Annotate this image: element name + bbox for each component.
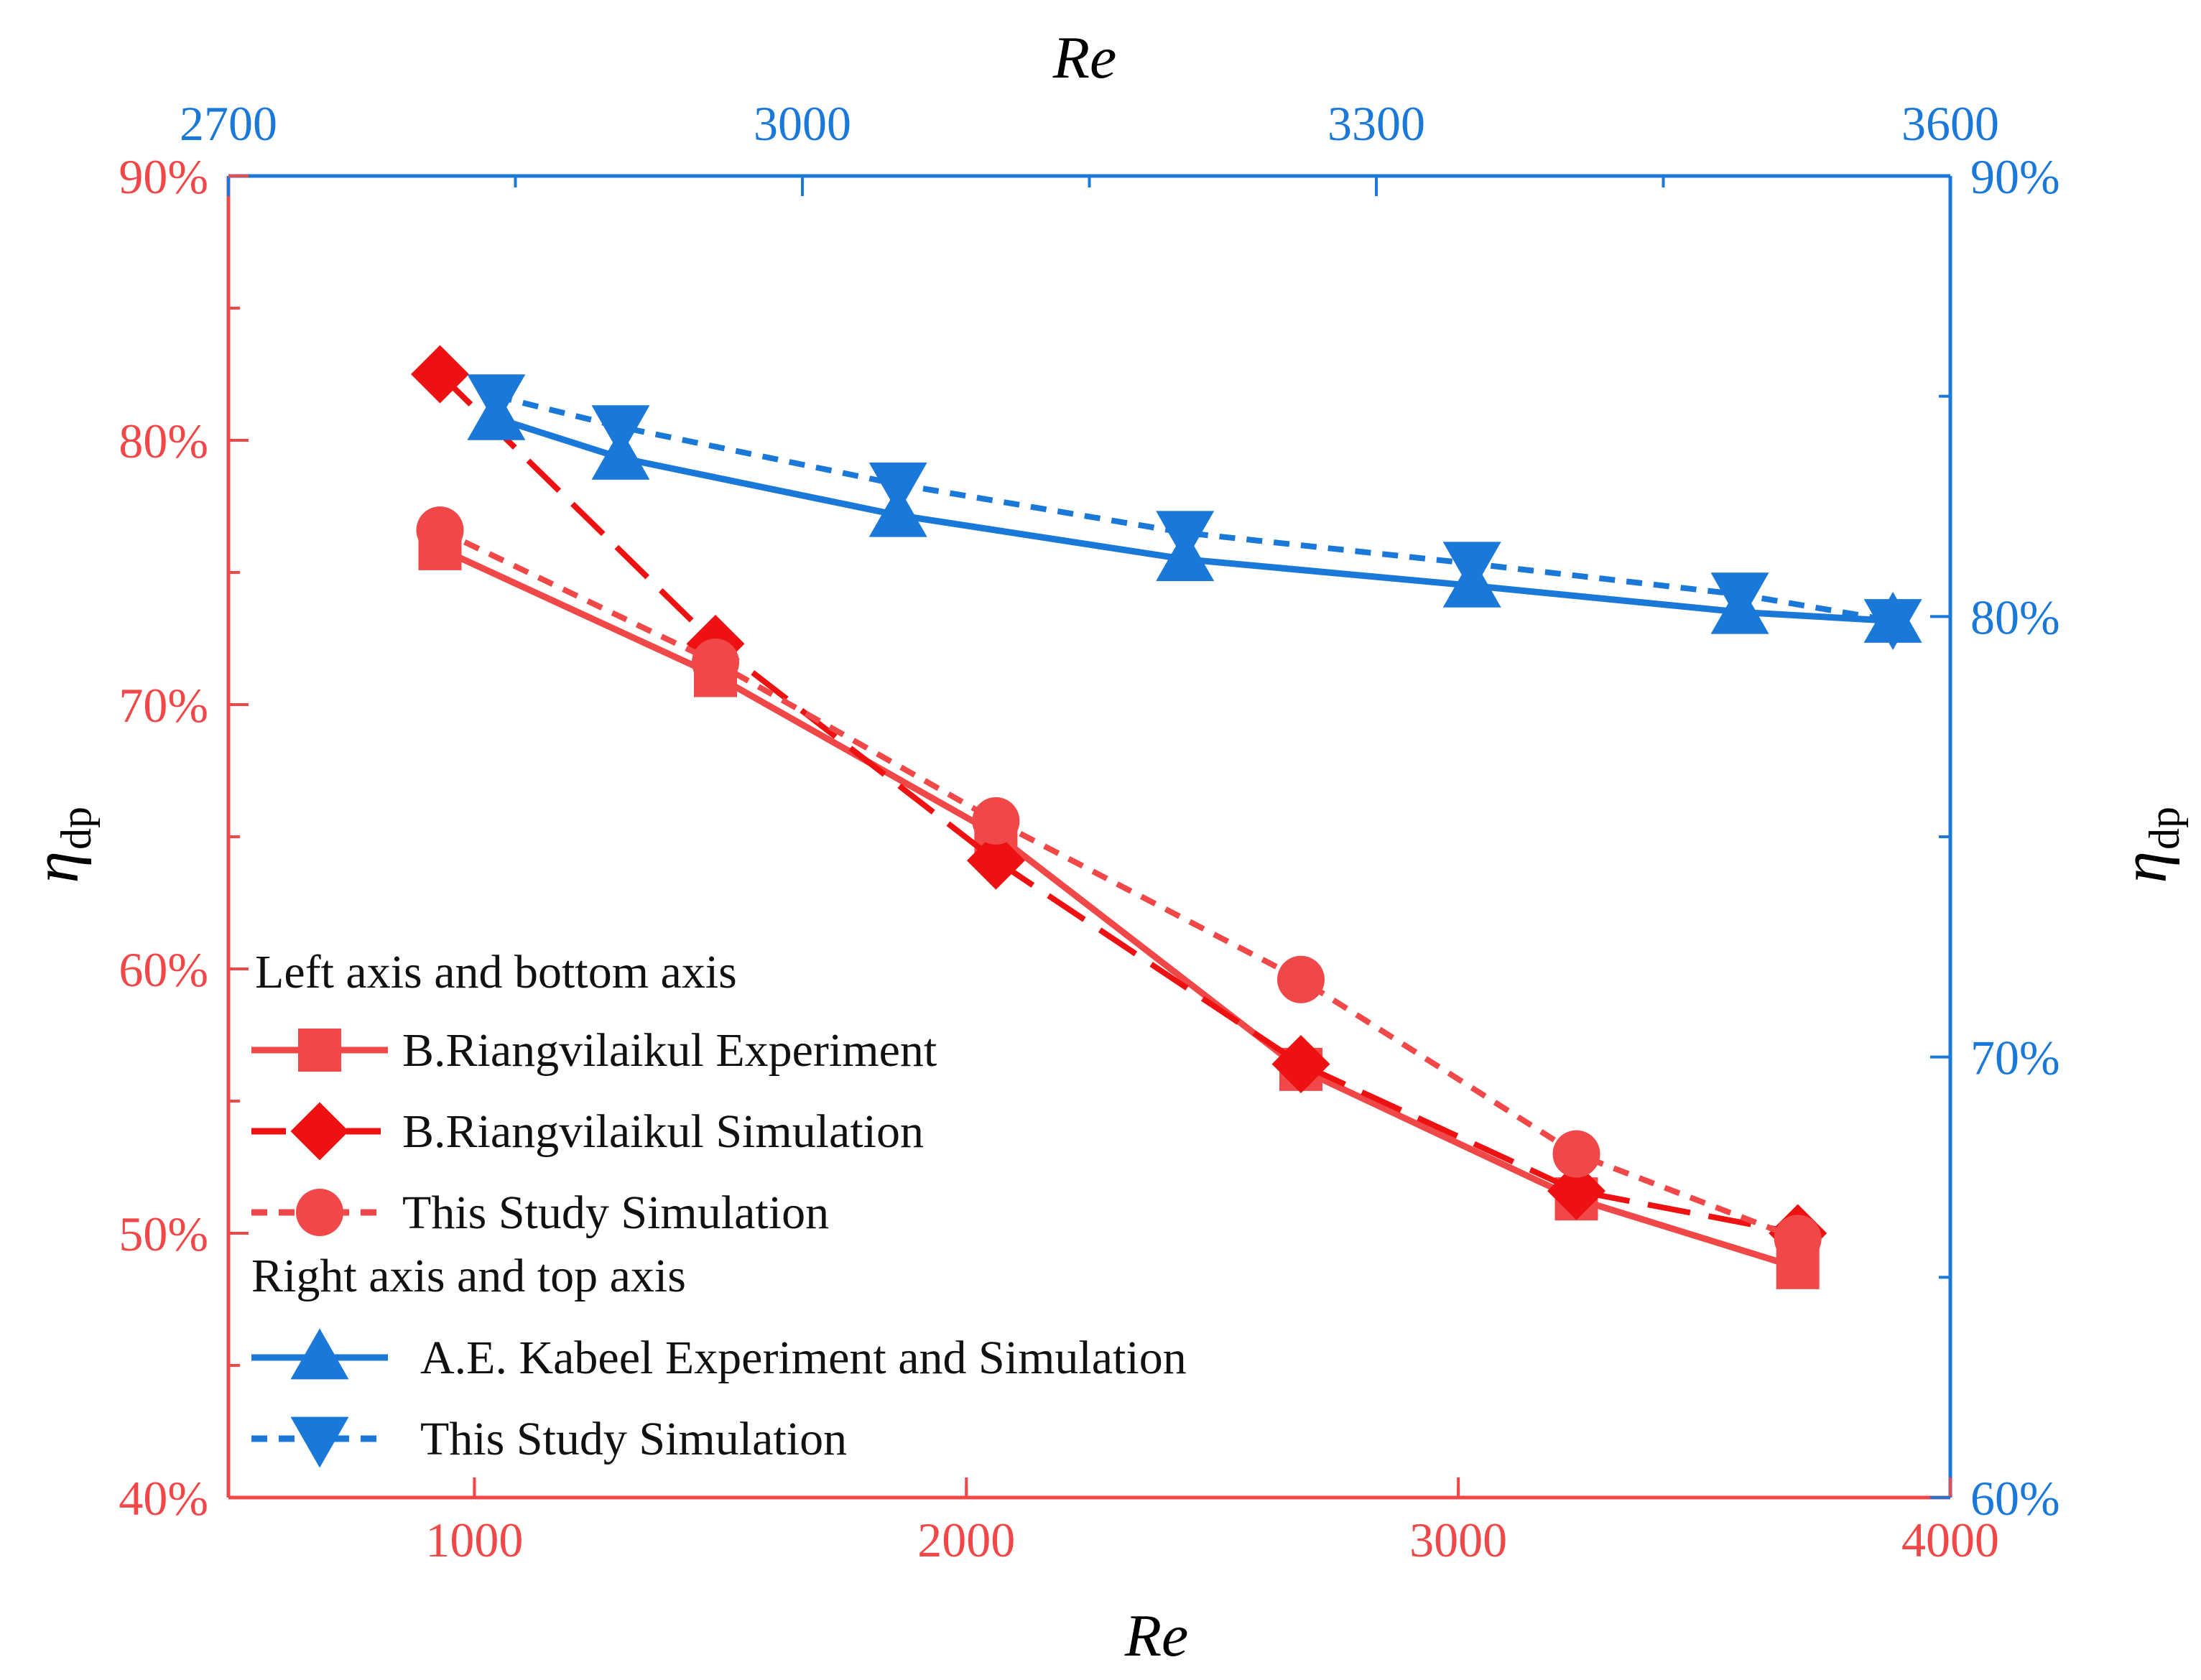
- legend-item-riangvilaikul-experiment: B.Riangvilaikul Experiment: [251, 1024, 937, 1077]
- legend-marker-square: [298, 1029, 341, 1072]
- bottom-axis-title: Re: [1124, 1602, 1189, 1669]
- left-axis-title: η dp: [21, 807, 100, 883]
- legend-label: A.E. Kabeel Experiment and Simulation: [420, 1332, 1187, 1384]
- data-point-triangle-down: [591, 405, 650, 457]
- series-b-riangvilaikul-experiment-0: [418, 526, 1820, 1289]
- legend-label: This Study Simulation: [420, 1413, 847, 1465]
- series-line: [438, 527, 1799, 1242]
- data-point-triangle-down: [1156, 511, 1215, 562]
- data-point-triangle-down: [1442, 542, 1501, 593]
- left-axis-title-symbol: η: [21, 851, 92, 883]
- legend-item-this-study-left: This Study Simulation: [251, 1187, 829, 1239]
- right-axis-title: η dp: [2109, 807, 2188, 883]
- bottom-tick-label: 4000: [1901, 1513, 1999, 1567]
- right-axis-title-symbol: η: [2109, 851, 2180, 883]
- legend-marker-diamond: [290, 1102, 349, 1161]
- series-line: [438, 545, 1799, 1271]
- series-this-study-simulation-4: [467, 374, 1922, 650]
- left-tick-label: 80%: [119, 414, 208, 468]
- left-tick-label: 40%: [119, 1471, 208, 1526]
- left-tick-label: 90%: [119, 149, 208, 204]
- data-point-triangle-down: [467, 374, 526, 426]
- data-point-circle: [1774, 1215, 1822, 1263]
- right-axis-title-subscript: dp: [2141, 807, 2188, 850]
- bottom-axis-ticks: 1000 2000 3000 4000: [425, 1477, 1999, 1567]
- series-layer: [410, 345, 1922, 1289]
- data-point-circle: [692, 639, 740, 687]
- data-point-triangle-down: [1710, 572, 1769, 624]
- right-tick-label: 80%: [1970, 590, 2060, 644]
- legend-item-kabeel: A.E. Kabeel Experiment and Simulation: [251, 1328, 1187, 1384]
- data-point-circle: [1276, 955, 1325, 1003]
- legend-marker-triangle-up: [290, 1328, 349, 1380]
- data-point-triangle-down: [868, 462, 927, 514]
- left-tick-label: 70%: [119, 678, 208, 733]
- right-tick-label: 60%: [1970, 1471, 2060, 1526]
- legend: Left axis and bottom axis B.Riangvilaiku…: [251, 946, 1187, 1468]
- series-line: [495, 393, 1894, 624]
- data-point-diamond: [1547, 1161, 1606, 1220]
- legend-header-right-top: Right axis and top axis: [251, 1250, 686, 1302]
- legend-marker-circle: [296, 1189, 343, 1236]
- top-tick-label: 3000: [754, 96, 851, 151]
- legend-item-this-study-right: This Study Simulation: [251, 1413, 847, 1468]
- data-point-circle: [416, 506, 464, 554]
- data-point-circle: [972, 797, 1020, 845]
- legend-header-left-bottom: Left axis and bottom axis: [255, 946, 737, 998]
- series-this-study-simulation-2: [416, 506, 1822, 1263]
- series-line: [437, 372, 1799, 1236]
- left-tick-label: 50%: [119, 1207, 208, 1261]
- legend-item-riangvilaikul-simulation: B.Riangvilaikul Simulation: [251, 1102, 924, 1161]
- right-axis-ticks: 60% 70% 80% 90%: [1930, 149, 2060, 1526]
- left-axis-title-subscript: dp: [52, 807, 100, 850]
- left-axis-ticks: 40% 50% 60% 70% 80% 90%: [119, 149, 249, 1526]
- legend-label: B.Riangvilaikul Experiment: [402, 1024, 937, 1077]
- top-tick-label: 3600: [1901, 96, 1999, 151]
- top-axis-title: Re: [1052, 24, 1117, 91]
- top-axis-ticks: 2700 3000 3300 3600: [180, 96, 1999, 196]
- left-tick-label: 60%: [119, 942, 208, 997]
- data-point-diamond: [966, 831, 1025, 890]
- bottom-tick-label: 1000: [425, 1513, 523, 1567]
- legend-marker-triangle-down: [290, 1416, 349, 1468]
- legend-label: B.Riangvilaikul Simulation: [402, 1105, 924, 1158]
- right-tick-label: 70%: [1970, 1031, 2060, 1085]
- top-tick-label: 2700: [180, 96, 277, 151]
- right-tick-label: 90%: [1970, 149, 2060, 204]
- data-point-circle: [1552, 1130, 1600, 1178]
- data-point-diamond: [410, 345, 469, 404]
- data-point-diamond: [1271, 1034, 1330, 1093]
- bottom-tick-label: 3000: [1409, 1513, 1507, 1567]
- legend-label: This Study Simulation: [402, 1187, 829, 1239]
- bottom-tick-label: 2000: [917, 1513, 1015, 1567]
- top-tick-label: 3300: [1327, 96, 1425, 151]
- data-point-triangle-down: [1863, 599, 1922, 650]
